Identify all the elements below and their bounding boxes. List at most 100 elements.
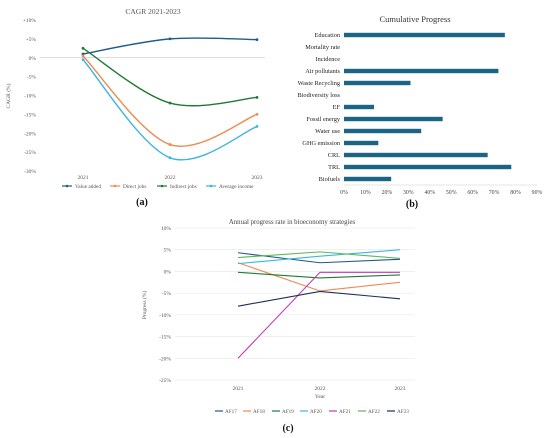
chart-a-legend-label: Value added — [75, 184, 101, 190]
chart-a-y-tick-label: +10% — [23, 18, 37, 24]
chart-a-point-0 — [168, 37, 172, 41]
chart-a-x-tick-label: 2023 — [252, 175, 263, 181]
chart-a-point-2 — [168, 101, 172, 105]
chart-c-legend-label: AF21 — [339, 409, 351, 415]
chart-a-point-3 — [168, 156, 172, 160]
chart-c-x-tick-label: 2023 — [395, 386, 406, 392]
chart-a-y-tick-label: -25% — [24, 150, 36, 156]
chart-b-bar — [344, 116, 443, 122]
chart-c-legend-label: AF19 — [282, 409, 294, 415]
chart-c-y-tick-label: -25% — [159, 378, 171, 384]
chart-b-x-tick-label: 60% — [467, 190, 478, 196]
chart-a-y-tick-label: +5% — [26, 37, 37, 43]
chart-c-y-tick-label: -20% — [159, 356, 171, 362]
chart-b-bar — [344, 32, 505, 38]
chart-a-legend-marker — [160, 184, 164, 188]
chart-c-x-tick-label: 2021 — [233, 386, 244, 392]
chart-b-x-tick-label: 20% — [382, 190, 393, 196]
chart-a-y-tick-label: -20% — [24, 131, 36, 137]
chart-a-point-3 — [255, 125, 259, 128]
chart-b-x-tick-label: 0% — [340, 190, 348, 196]
chart-c-legend-label: AF23 — [397, 409, 409, 415]
chart-a-legend-label: Direct jobs — [123, 184, 146, 190]
chart-b-bar — [344, 104, 375, 110]
panel-b-label: (b) — [406, 199, 418, 210]
chart-a-series-line-0 — [82, 37, 258, 55]
chart-c-title: Annual progress rate in bioeconomy strat… — [229, 219, 356, 226]
chart-b-category-label: Air pollutants — [305, 68, 340, 75]
chart-c-y-tick-label: -5% — [162, 291, 172, 297]
chart-a-series-line-2 — [82, 47, 258, 107]
chart-b-category-label: Mortality rate — [305, 44, 340, 51]
chart-b-bar — [344, 68, 499, 74]
chart-c-series-line-1 — [237, 262, 401, 292]
chart-b-category-label: TRL — [328, 164, 340, 171]
chart-a-point-1 — [255, 112, 259, 116]
chart-a-point-1 — [168, 143, 172, 146]
chart-a-point-2 — [255, 95, 259, 99]
chart-a-legend-label: Indirect jobs — [170, 184, 197, 190]
chart-b-category-label: GHG emission — [302, 140, 340, 147]
chart-b-category-label: Fossil energy — [306, 116, 340, 123]
chart-b-x-tick-label: 10% — [360, 190, 371, 196]
chart-c-series-line-6 — [237, 290, 401, 307]
chart-c-y-tick-label: 10% — [161, 226, 172, 232]
chart-b-title: Cumulative Progress — [379, 14, 450, 24]
chart-a-point-3 — [81, 58, 85, 62]
chart-a-y-tick-label: 0% — [29, 56, 37, 62]
chart-c-y-tick-label: 5% — [164, 248, 172, 254]
chart-a-y-tick-label: -5% — [27, 75, 37, 81]
chart-b-cumulative-progress: Cumulative Progress Education Mortality ra… — [297, 14, 543, 210]
chart-b-x-tick-label: 50% — [446, 190, 457, 196]
chart-b-category-label: Biofuels — [319, 176, 341, 183]
chart-c-legend-label: AF22 — [368, 409, 380, 415]
chart-b-x-tick-label: 30% — [403, 190, 414, 196]
chart-b-category-label: CRL — [328, 152, 340, 159]
panel-c-label: (c) — [282, 423, 293, 434]
chart-b-category-label: Waste Recycling — [298, 80, 341, 87]
chart-a-legend-marker — [65, 184, 69, 188]
chart-a-x-tick-label: 2022 — [165, 175, 176, 181]
chart-c-legend-label: AF17 — [225, 409, 237, 415]
chart-c-x-tick-label: 2022 — [315, 386, 326, 392]
chart-a-legend-marker — [209, 184, 213, 188]
chart-c-series-line-4 — [237, 271, 400, 359]
chart-b-category-label: Water use — [315, 128, 340, 135]
chart-b-bar — [344, 152, 488, 158]
chart-b-bar — [344, 140, 379, 146]
chart-c-series-line-3 — [237, 249, 401, 265]
chart-c-legend-label: AF20 — [310, 409, 322, 415]
chart-b-category-label: Education — [314, 32, 340, 39]
chart-a-title: CAGR 2021-2023 — [125, 7, 180, 16]
chart-c-y-tick-label: -10% — [159, 313, 171, 319]
chart-c-annual-progress: Annual progress rate in bioeconomy strat… — [141, 219, 415, 434]
chart-b-category-label: EF — [333, 104, 341, 111]
panel-a: CAGR 2021-2023 CAGR (%) +10% +5% 0% -5% -10% -1… — [0, 0, 275, 215]
chart-c-y-tick-label: -15% — [159, 335, 171, 341]
chart-b-x-tick-label: 70% — [489, 190, 500, 196]
chart-c-y-tick-label: 0% — [164, 269, 172, 275]
chart-b-x-tick-label: 80% — [510, 190, 521, 196]
chart-c-series-line-5 — [237, 251, 401, 259]
chart-a-y-tick-label: -15% — [24, 112, 36, 118]
chart-a-y-axis-label: CAGR (%) — [5, 83, 12, 108]
chart-b-x-tick-label: 90% — [532, 190, 543, 196]
chart-a-legend-marker — [113, 184, 117, 188]
chart-b-bar — [344, 176, 392, 182]
chart-b-bar — [344, 80, 411, 86]
chart-a-point-0 — [255, 38, 259, 42]
chart-a-cagr: CAGR 2021-2023 CAGR (%) +10% +5% 0% -5% -10% -1… — [5, 7, 265, 208]
chart-a-y-tick-label: -10% — [24, 94, 36, 100]
chart-a-x-tick-label: 2021 — [78, 175, 89, 181]
chart-c-legend-label: AF18 — [253, 409, 265, 415]
chart-b-category-label: Biodiversity loss — [297, 92, 340, 99]
chart-a-point-1 — [81, 54, 85, 58]
chart-b-x-tick-label: 40% — [424, 190, 435, 196]
chart-c-x-axis-label: Year — [315, 394, 325, 400]
chart-a-legend-label: Average income — [219, 184, 254, 190]
panel-a-label: (a) — [136, 197, 148, 208]
panel-b: Cumulative Progress Education Mortality ra… — [275, 0, 550, 215]
chart-a-y-tick-label: -30% — [24, 169, 36, 175]
chart-b-bar — [344, 128, 422, 134]
chart-c-series-line-2 — [237, 271, 401, 279]
